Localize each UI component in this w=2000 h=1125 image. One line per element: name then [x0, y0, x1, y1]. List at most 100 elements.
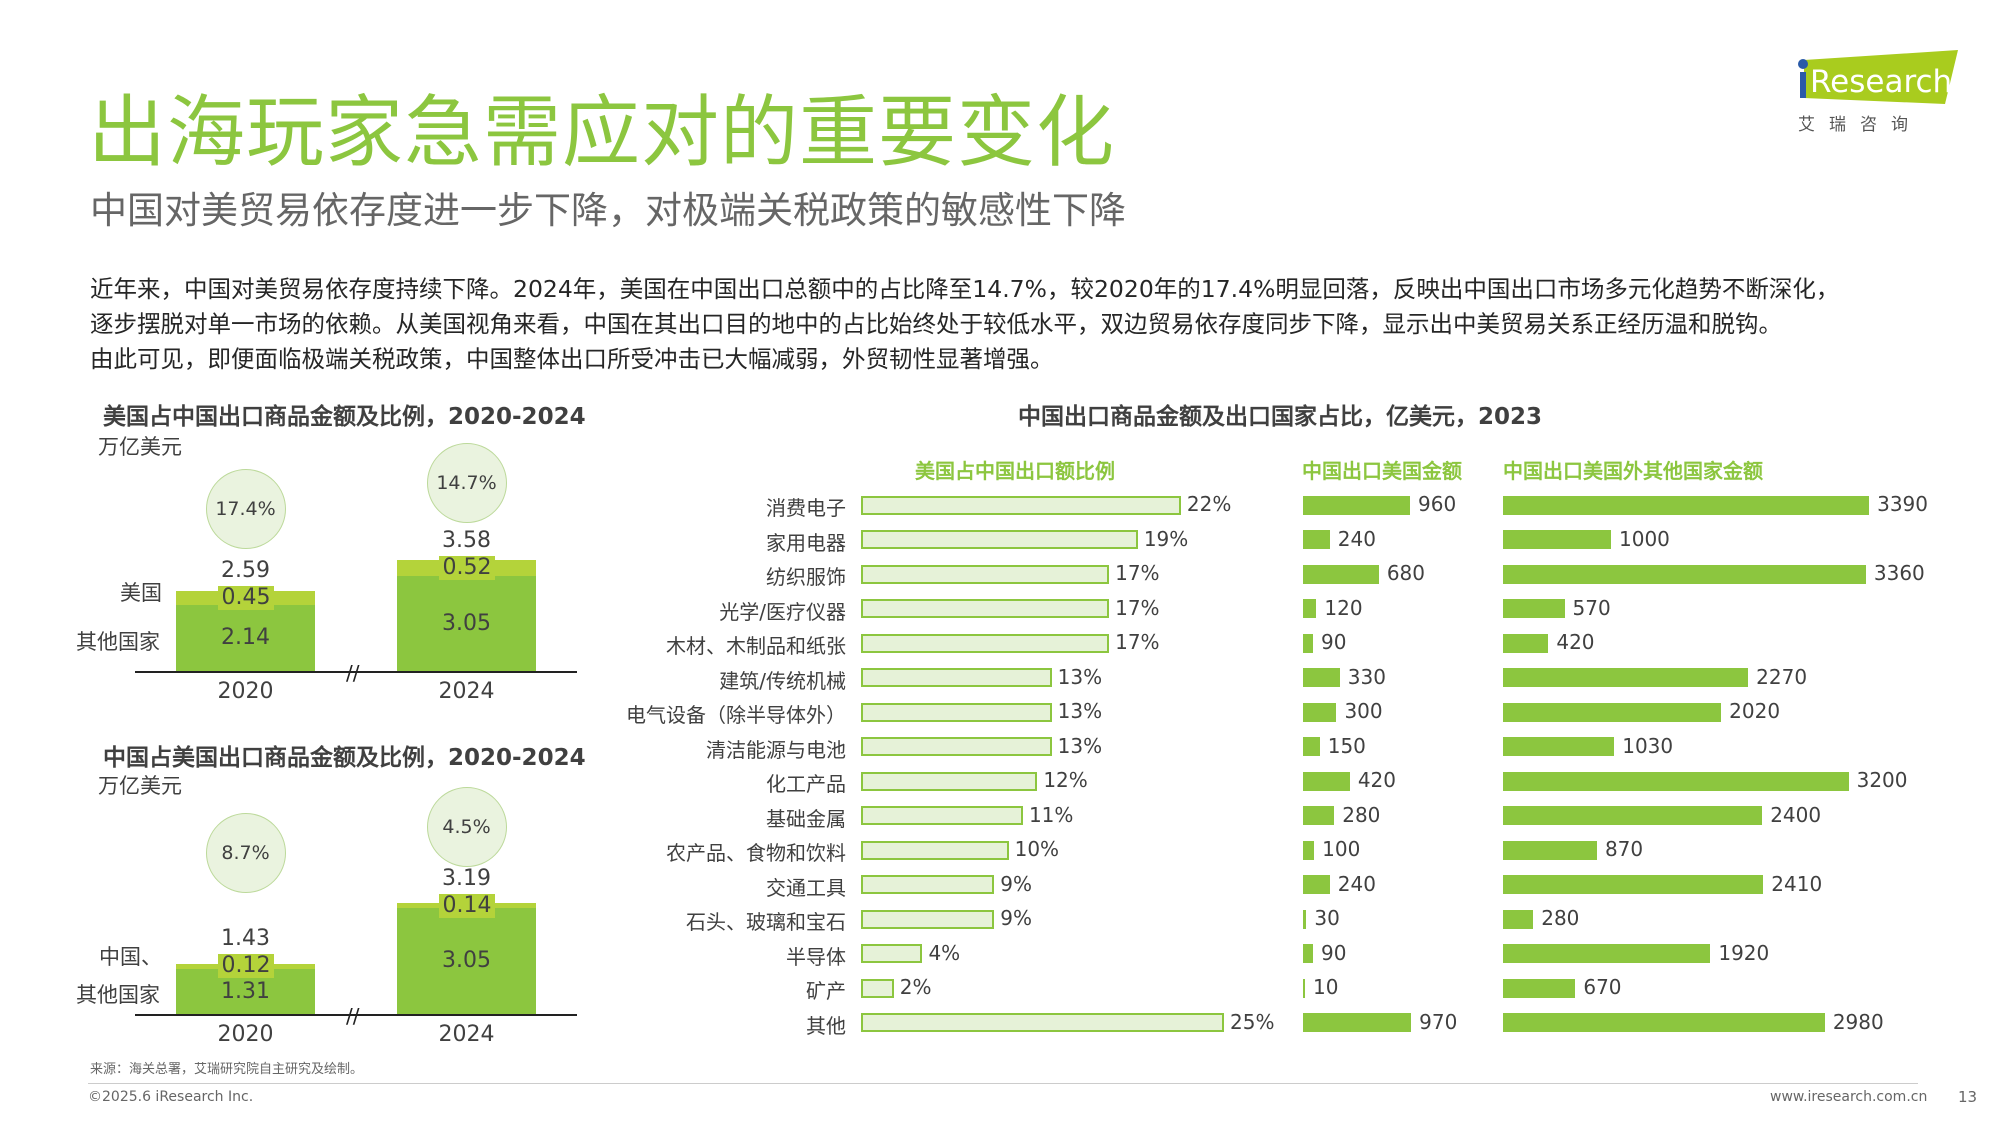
other-amount-label: 1920	[1718, 940, 1770, 965]
category-label: 家用电器	[766, 530, 846, 555]
us-amount-bar	[1303, 909, 1307, 929]
us-amount-label: 960	[1418, 492, 1457, 516]
website-url: www.iresearch.com.cn	[1770, 1089, 1928, 1105]
us-amount-label: 420	[1357, 768, 1397, 792]
share-value-label: 22%	[1186, 492, 1232, 516]
total-value-label: 3.58	[442, 528, 491, 553]
axis-break-icon: //	[346, 1004, 360, 1028]
bar-segment-other	[397, 908, 536, 1014]
share-bar	[861, 806, 1023, 825]
series-header: 美国占中国出口额比例	[915, 459, 1115, 483]
bar-segment-other	[397, 576, 536, 671]
chart-unit: 万亿美元	[98, 774, 182, 798]
share-bar	[861, 530, 1138, 549]
other-amount-bar	[1503, 909, 1534, 929]
other-amount-bar	[1503, 1013, 1825, 1032]
other-amount-bar	[1503, 737, 1615, 756]
series-header: 中国出口美国外其他国家金额	[1503, 459, 1763, 483]
us-amount-label: 10	[1313, 975, 1339, 999]
legend-label-top: 中国、	[99, 944, 162, 969]
us-amount-label: 100	[1322, 837, 1361, 861]
share-value-label: 9%	[1000, 906, 1032, 930]
year-label: 2020	[217, 1022, 274, 1047]
share-bar	[861, 909, 995, 929]
other-amount-label: 2270	[1756, 664, 1808, 689]
us-amount-bar	[1303, 875, 1330, 894]
category-label: 清洁能源与电池	[706, 737, 846, 762]
category-label: 木材、木制品和纸张	[666, 634, 846, 658]
category-label: 光学/医疗仪器	[719, 599, 846, 624]
us-amount-label: 150	[1327, 733, 1366, 758]
bottom-value-label: 3.05	[442, 948, 491, 973]
us-amount-label: 90	[1321, 940, 1347, 965]
share-circle: 14.7%	[426, 443, 507, 523]
other-amount-bar	[1503, 702, 1722, 722]
legend-label-top: 美国	[120, 580, 162, 605]
total-value-label: 3.19	[442, 866, 491, 891]
share-bar	[861, 944, 923, 963]
share-bar	[861, 668, 1052, 687]
share-circle: 8.7%	[205, 813, 286, 893]
other-amount-bar	[1503, 564, 1866, 584]
paragraph-line: 近年来，中国对美贸易依存度持续下降。2024年，美国在中国出口总额中的占比降至1…	[90, 275, 1840, 303]
share-circle: 17.4%	[205, 469, 286, 549]
us-amount-bar	[1303, 737, 1320, 756]
us-amount-label: 90	[1321, 630, 1347, 654]
share-bar	[861, 633, 1110, 653]
share-bar	[861, 702, 1052, 722]
share-value-label: 17%	[1115, 630, 1160, 654]
other-amount-bar	[1503, 771, 1849, 791]
x-axis	[135, 671, 577, 673]
us-amount-label: 240	[1337, 871, 1376, 896]
page-title: 出海玩家急需应对的重要变化	[88, 88, 1116, 178]
category-label: 基础金属	[766, 806, 846, 831]
year-label: 2024	[438, 1022, 495, 1047]
axis-break-icon: //	[346, 661, 360, 685]
bottom-value-label: 3.05	[442, 611, 491, 636]
other-amount-bar	[1503, 633, 1549, 653]
us-amount-bar	[1303, 806, 1335, 825]
share-value-label: 13%	[1057, 664, 1103, 689]
category-label: 纺织服饰	[766, 565, 846, 589]
total-value-label: 2.59	[221, 558, 270, 583]
other-amount-bar	[1503, 530, 1611, 549]
share-value-label: 2%	[899, 975, 932, 999]
share-value-label: 12%	[1043, 768, 1088, 792]
share-bar	[861, 737, 1052, 756]
other-amount-bar	[1503, 875, 1764, 894]
us-amount-bar	[1303, 495, 1411, 515]
total-value-label: 1.43	[221, 926, 270, 951]
category-label: 消费电子	[766, 496, 846, 520]
category-label: 半导体	[786, 944, 846, 969]
us-amount-label: 300	[1344, 699, 1383, 723]
other-amount-label: 280	[1541, 906, 1580, 930]
chart-title: 美国占中国出口商品金额及比例，2020-2024	[103, 404, 586, 430]
other-amount-bar	[1503, 944, 1711, 963]
category-label: 建筑/传统机械	[719, 668, 846, 693]
us-amount-bar	[1303, 564, 1379, 584]
series-header: 中国出口美国金额	[1302, 459, 1462, 483]
other-amount-label: 1000	[1619, 526, 1670, 551]
legend-label-other: 其他国家	[76, 983, 160, 1008]
share-value-label: 13%	[1057, 733, 1103, 758]
category-label: 石头、玻璃和宝石	[686, 910, 846, 934]
other-amount-label: 3200	[1856, 768, 1908, 792]
other-amount-bar	[1503, 840, 1597, 860]
us-amount-label: 970	[1419, 1009, 1458, 1034]
bottom-value-label: 1.31	[221, 979, 270, 1004]
share-bar	[861, 599, 1110, 618]
paragraph-line: 逐步摆脱对单一市场的依赖。从美国视角来看，中国在其出口目的地中的占比始终处于较低…	[90, 310, 1782, 338]
share-value-label: 9%	[1000, 871, 1032, 896]
share-value-label: 4%	[928, 940, 961, 965]
chart-unit: 万亿美元	[98, 435, 182, 459]
us-amount-bar	[1303, 1013, 1412, 1032]
other-amount-label: 3390	[1877, 492, 1929, 516]
other-amount-bar	[1503, 806, 1763, 825]
us-amount-label: 680	[1386, 561, 1425, 585]
us-amount-label: 280	[1342, 802, 1381, 827]
chart-title: 中国出口商品金额及出口国家占比，亿美元，2023	[1018, 404, 1543, 430]
share-value-label: 17%	[1115, 561, 1160, 585]
us-amount-label: 240	[1337, 526, 1376, 551]
other-amount-label: 570	[1572, 595, 1611, 620]
share-value-label: 13%	[1057, 699, 1103, 723]
